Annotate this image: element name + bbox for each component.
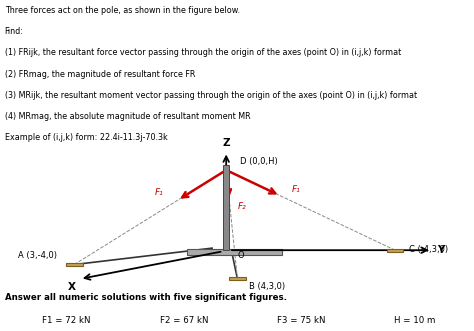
Text: Three forces act on the pole, as shown in the figure below.: Three forces act on the pole, as shown i… [5, 6, 240, 15]
Polygon shape [223, 165, 229, 250]
Text: Y: Y [437, 245, 445, 255]
Text: F₁: F₁ [155, 188, 164, 197]
Text: F₁: F₁ [292, 185, 300, 194]
Text: F2 = 67 kN: F2 = 67 kN [160, 316, 208, 325]
Text: X: X [67, 282, 75, 292]
Text: (4) MRmag, the absolute magnitude of resultant moment MR: (4) MRmag, the absolute magnitude of res… [5, 112, 250, 121]
Polygon shape [229, 277, 246, 280]
Text: B (4,3,0): B (4,3,0) [249, 282, 285, 291]
Polygon shape [187, 249, 283, 255]
Text: D (0,0,H): D (0,0,H) [240, 157, 278, 166]
Text: H = 10 m: H = 10 m [394, 316, 436, 325]
Polygon shape [387, 249, 403, 252]
Text: (2) FRmag, the magnitude of resultant force FR: (2) FRmag, the magnitude of resultant fo… [5, 70, 195, 78]
Text: Answer all numeric solutions with five significant figures.: Answer all numeric solutions with five s… [5, 293, 287, 302]
Text: A (3,-4,0): A (3,-4,0) [18, 252, 57, 260]
Text: Z: Z [222, 138, 230, 149]
Text: F₂: F₂ [238, 202, 246, 211]
Polygon shape [66, 263, 82, 266]
Text: O: O [237, 251, 244, 260]
Text: F3 = 75 kN: F3 = 75 kN [277, 316, 326, 325]
Text: (1) FRijk, the resultant force vector passing through the origin of the axes (po: (1) FRijk, the resultant force vector pa… [5, 48, 401, 58]
Text: Find:: Find: [5, 27, 24, 36]
Text: F1 = 72 kN: F1 = 72 kN [42, 316, 91, 325]
Text: Example of (i,j,k) form: 22.4i-11.3j-70.3k: Example of (i,j,k) form: 22.4i-11.3j-70.… [5, 133, 167, 142]
Text: C (-4,3,0): C (-4,3,0) [409, 245, 448, 254]
Text: (3) MRijk, the resultant moment vector passing through the origin of the axes (p: (3) MRijk, the resultant moment vector p… [5, 91, 417, 100]
